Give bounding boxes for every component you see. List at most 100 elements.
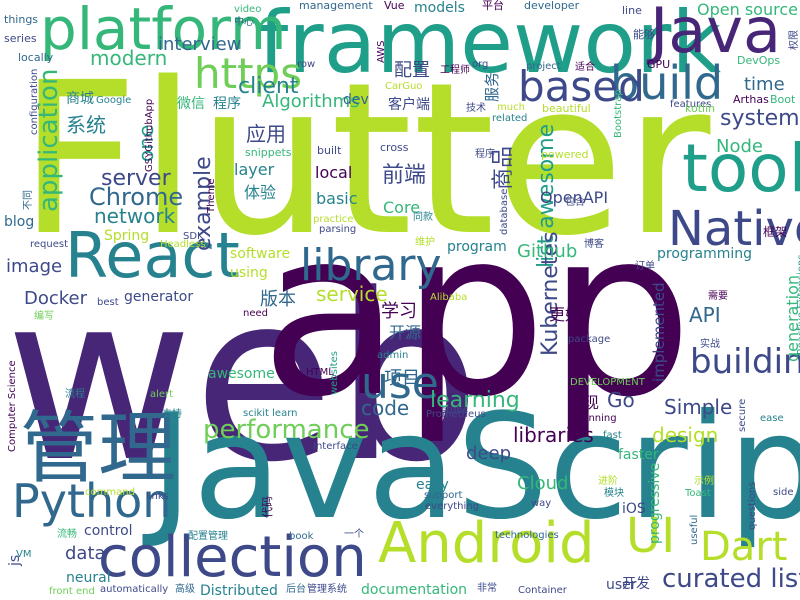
word-javascript: JavaScript	[150, 383, 800, 552]
word-cjk-182: 管理系统	[307, 584, 347, 595]
word-data: data	[65, 543, 106, 564]
word-cjk-201: 程序	[475, 149, 495, 160]
word-html: HTML	[306, 367, 334, 378]
word-building: building	[690, 342, 800, 382]
word-management: management	[299, 0, 373, 12]
word-user: user	[606, 577, 637, 593]
word-cjk-155: 支持	[162, 409, 182, 420]
word-series: series	[4, 32, 37, 45]
word-cjk-126: 适合	[575, 62, 595, 73]
word-cjk-64: 体验	[244, 183, 277, 202]
word-google: Google	[96, 95, 132, 106]
word-command: command	[85, 487, 135, 498]
word-cjk-60: 配置	[394, 60, 430, 81]
word-support: support	[424, 490, 463, 501]
word-cjk-136: 订单	[635, 261, 655, 272]
word-cjk-149: 实战	[700, 339, 720, 350]
word-github: Github	[517, 241, 578, 262]
word-cjk-138: 框架	[763, 225, 788, 239]
word-openapi: OpenAPI	[540, 188, 609, 207]
word-running: running	[578, 413, 617, 424]
word-scikit-learn: scikit learn	[243, 408, 298, 419]
word-algorithms: Algorithms	[262, 91, 360, 112]
word-chrome: Chrome	[89, 183, 184, 211]
word-boot: Boot	[770, 93, 796, 106]
word-deep: deep	[466, 443, 511, 464]
word-implemented: implemented	[650, 282, 668, 382]
word-secure: secure	[737, 398, 748, 432]
word-carguo: CarGuo	[385, 81, 423, 92]
word-prometheus: Prometheus	[426, 409, 486, 420]
word-collection: collection	[98, 525, 367, 590]
word-android: Android	[378, 511, 595, 576]
word-side: side	[773, 487, 794, 498]
word-client: client	[238, 74, 299, 99]
word-image: image	[6, 256, 63, 277]
word-modern: modern	[90, 46, 168, 70]
word-database: database	[499, 188, 510, 235]
word-go: Go	[607, 388, 635, 412]
word-locally: locally	[18, 51, 54, 64]
word-flutter: Flutter	[18, 37, 711, 282]
word-cjk-97: 微信	[177, 96, 205, 112]
word-build: build	[610, 56, 724, 110]
word-learning: learning	[430, 388, 520, 413]
word-cjk-95: 客户端	[388, 97, 430, 113]
word-cjk-181: 非常	[477, 583, 497, 594]
word-cjk-112: 中心	[234, 17, 254, 28]
word-headless: Headless	[160, 239, 206, 250]
word-request: request	[30, 239, 69, 250]
word-python: Python	[12, 474, 172, 528]
word-distributed: Distributed	[200, 583, 278, 599]
word-interface: Interface	[313, 441, 358, 452]
word-cjk-178: 一个	[344, 529, 364, 540]
word-cjk-59: 系统	[66, 113, 106, 137]
word-cjk-62: 学习	[381, 301, 417, 322]
word-toast: Toast	[685, 488, 711, 499]
word-practice: practice	[313, 214, 354, 225]
word-framework: framework	[258, 0, 722, 93]
word-cjk-66: 更好	[549, 305, 582, 324]
word-platform: platform	[40, 0, 287, 63]
word-system: system	[720, 106, 800, 131]
word-bootstrap: Bootstrap	[613, 89, 624, 138]
word-documentation: documentation	[361, 582, 468, 598]
word-sdk: SDK	[183, 231, 204, 242]
word-software: software	[230, 246, 291, 262]
word-cjk-147: 编写	[34, 311, 54, 322]
word-cjk-58: 应用	[246, 122, 286, 146]
word-line: line	[622, 4, 642, 17]
word-https: https	[194, 49, 303, 98]
word-interview: interview	[158, 34, 242, 55]
word-configuration: configuration	[29, 68, 40, 135]
word-questions: questions	[747, 481, 758, 530]
word-performance: performance	[203, 415, 370, 445]
word-ease: ease	[760, 413, 784, 424]
word-network: network	[94, 204, 176, 228]
word-cjk-96: 商城	[66, 91, 94, 107]
word-need: need	[243, 308, 268, 319]
word-beautiful: beautiful	[542, 102, 591, 115]
word-useful: useful	[689, 514, 700, 545]
word-arthas: Arthas	[733, 93, 769, 106]
word-cjk-134: 维护	[415, 237, 435, 248]
word-cjk-68: 服务	[483, 71, 501, 102]
word-cjk-56: 前端	[382, 163, 427, 188]
word-core: Core	[383, 198, 421, 217]
word-book: book	[289, 531, 314, 542]
word-built: built	[317, 144, 342, 157]
word-service: service	[316, 282, 388, 306]
word-basic: basic	[316, 189, 358, 208]
word-cjk-127: 工程师	[440, 65, 470, 76]
word-org: org	[472, 59, 489, 70]
word-video: video	[234, 4, 262, 15]
word-cjk-92: 开发	[622, 576, 650, 592]
word-local: local	[315, 163, 353, 182]
word-react: React	[65, 219, 240, 292]
word-cjk-135: 博客	[584, 239, 604, 250]
word-features: features	[670, 99, 712, 110]
word-cjk-137: 包含	[565, 197, 585, 208]
word-blog: blog	[4, 214, 35, 230]
word-container: Container	[518, 585, 567, 596]
word-cross: cross	[380, 141, 409, 154]
